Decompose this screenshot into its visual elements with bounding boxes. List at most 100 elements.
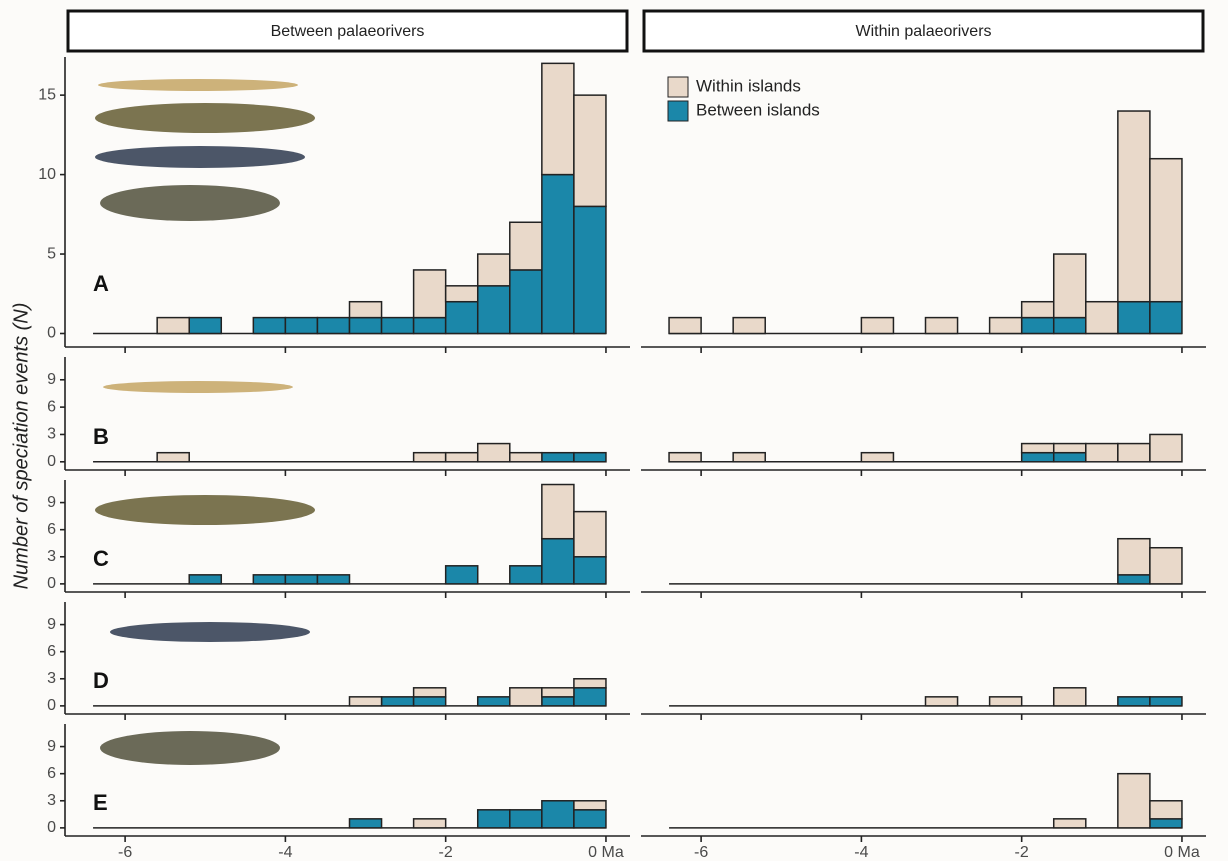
bar: [573, 510, 607, 558]
bar: [1117, 574, 1151, 585]
x-tick-label: -4: [278, 844, 292, 861]
y-tick-label: 9: [47, 616, 56, 633]
legend-swatch: [667, 76, 689, 98]
bar: [1149, 818, 1183, 829]
bar: [860, 316, 895, 335]
y-tick-label: 3: [47, 670, 56, 687]
y-tick-label: 0: [47, 697, 56, 714]
x-tick-label: 0 Ma: [588, 844, 624, 861]
bar: [1020, 300, 1055, 319]
bar: [1117, 696, 1151, 707]
bar: [412, 687, 447, 698]
bar: [573, 205, 607, 335]
y-tick-label: 5: [47, 245, 56, 262]
bar: [156, 316, 190, 335]
bar: [1117, 537, 1151, 576]
y-tick-label: 9: [47, 494, 56, 511]
bar: [348, 818, 383, 829]
panel-label: E: [93, 790, 108, 815]
fish: [100, 185, 280, 221]
strip: [66, 9, 629, 53]
bar: [1117, 110, 1151, 303]
bar: [412, 269, 447, 319]
strip: [642, 9, 1205, 53]
legend-label: Within islands: [696, 76, 801, 95]
bar: [860, 451, 895, 463]
bar: [444, 300, 479, 335]
bar: [476, 253, 511, 287]
y-tick-label: 10: [38, 166, 56, 183]
bar: [732, 451, 766, 463]
bar: [1052, 442, 1087, 454]
bar: [1117, 300, 1151, 335]
bar: [509, 565, 543, 585]
fish: [110, 622, 310, 642]
bar: [509, 451, 543, 463]
bar: [444, 565, 479, 585]
y-tick-label: 6: [47, 521, 56, 538]
strip-title: Within palaeorivers: [855, 23, 991, 40]
bar: [668, 316, 702, 335]
bar: [541, 800, 575, 829]
fish: [100, 731, 280, 765]
bar: [1052, 818, 1087, 829]
y-tick-label: 0: [47, 325, 56, 342]
y-tick-label: 3: [47, 426, 56, 443]
bar: [1149, 300, 1183, 335]
bar: [316, 316, 351, 335]
fish: [95, 103, 315, 133]
y-tick-label: 6: [47, 765, 56, 782]
bar: [1149, 800, 1183, 820]
x-tick-label: 0 Ma: [1164, 844, 1200, 861]
bar: [509, 221, 543, 271]
bar: [573, 451, 607, 463]
bar: [412, 451, 447, 463]
bar: [1085, 442, 1119, 463]
bar: [476, 696, 511, 707]
bar: [348, 696, 383, 707]
bar: [988, 316, 1023, 335]
bar: [924, 696, 959, 707]
bar: [1117, 442, 1151, 463]
bar: [573, 809, 607, 829]
panel-label: C: [93, 546, 109, 571]
bar: [668, 451, 702, 463]
strip-title: Between palaeorivers: [271, 23, 425, 40]
y-tick-label: 9: [47, 738, 56, 755]
bar: [412, 818, 447, 829]
bar: [541, 696, 575, 707]
bar: [1020, 442, 1055, 454]
x-tick-label: -2: [439, 844, 453, 861]
fish: [95, 495, 315, 525]
y-tick-label: 3: [47, 548, 56, 565]
bar: [412, 696, 447, 707]
bar: [924, 316, 959, 335]
y-tick-label: 0: [47, 453, 56, 470]
bar: [573, 94, 607, 208]
bar: [156, 451, 190, 463]
bar: [1149, 157, 1183, 303]
bar: [444, 451, 479, 463]
bar: [988, 696, 1023, 707]
y-tick-label: 6: [47, 643, 56, 660]
y-tick-label: 0: [47, 819, 56, 836]
bar: [573, 678, 607, 689]
bar: [284, 574, 319, 585]
bar: [444, 285, 479, 303]
y-tick-label: 6: [47, 398, 56, 415]
bar: [1052, 687, 1087, 707]
x-tick-label: -2: [1015, 844, 1029, 861]
x-tick-label: -6: [694, 844, 708, 861]
fish: [103, 381, 293, 393]
bar: [1020, 316, 1055, 335]
bar: [541, 483, 575, 540]
y-tick-label: 3: [47, 792, 56, 809]
fish: [95, 146, 305, 168]
fish: [98, 79, 298, 91]
bar: [380, 316, 415, 335]
bar: [188, 574, 223, 585]
panel-label: B: [93, 424, 109, 449]
panel-label: A: [93, 271, 109, 296]
bar: [509, 809, 543, 829]
